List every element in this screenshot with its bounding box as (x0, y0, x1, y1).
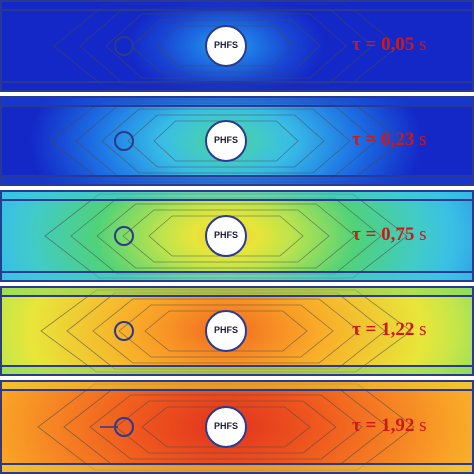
heater-circle (205, 310, 247, 352)
panel-border (0, 380, 474, 474)
tau-unit: s (419, 224, 427, 245)
tau-prefix: τ = (352, 224, 382, 245)
edge-band (0, 82, 474, 92)
field-map (0, 190, 474, 282)
phfs-label: PHFS (213, 135, 238, 145)
tau-value: 0,05 (381, 34, 415, 55)
edge-band (0, 464, 474, 474)
tau-unit: s (419, 319, 427, 340)
field-map (0, 96, 474, 186)
probe-circle (114, 226, 134, 246)
panel-tau-0-75: PHFS τ = 0,75 s (0, 190, 474, 282)
tau-value: 1,92 (381, 415, 415, 436)
panel-tau-0-05: PHFS τ = 0,05 s (0, 0, 474, 92)
contour-line (127, 114, 325, 168)
contour-line (122, 209, 330, 263)
panel-tau-1-92: PHFS τ = 1,92 s (0, 380, 474, 474)
phfs-label: PHFS (213, 40, 238, 50)
contour-line (148, 215, 304, 257)
probe-circle (114, 36, 134, 56)
tau-unit: s (419, 415, 427, 436)
edge-band (0, 380, 474, 390)
contour-line (157, 25, 295, 67)
contour-line (118, 304, 334, 358)
edge-band (0, 272, 474, 282)
heater-circle (205, 25, 247, 67)
tau-label: τ = 0,23 s (352, 129, 427, 151)
edge-band (0, 286, 474, 296)
tau-prefix: τ = (352, 34, 382, 55)
contour-line (105, 13, 347, 79)
tau-prefix: τ = (352, 415, 382, 436)
panel-border (0, 96, 474, 186)
tau-label: τ = 0,05 s (352, 34, 427, 56)
tau-value: 0,75 (381, 224, 415, 245)
field-map (0, 0, 474, 92)
contour-line (92, 298, 360, 364)
edge-band (0, 366, 474, 376)
contour-line (101, 108, 351, 174)
panel-tau-0-23: PHFS τ = 0,23 s (0, 96, 474, 186)
phfs-label: PHFS (213, 230, 238, 240)
panel-border (0, 286, 474, 376)
contour-line (96, 203, 356, 269)
contour-line (115, 400, 337, 454)
tau-label: τ = 1,92 s (352, 415, 427, 437)
panel-tau-1-22: PHFS τ = 1,22 s (0, 286, 474, 376)
panel-border (0, 0, 474, 92)
edge-band (0, 176, 474, 186)
tau-prefix: τ = (352, 319, 382, 340)
probe-circle (114, 131, 134, 151)
tau-unit: s (419, 129, 427, 150)
tau-label: τ = 1,22 s (352, 319, 427, 341)
field-map (0, 380, 474, 474)
phfs-label: PHFS (213, 421, 238, 431)
edge-band (0, 0, 474, 10)
tau-label: τ = 0,75 s (352, 224, 427, 246)
heater-circle (205, 406, 247, 448)
panel-border (0, 190, 474, 282)
heater-circle (205, 215, 247, 257)
tau-prefix: τ = (352, 129, 382, 150)
edge-band (0, 96, 474, 106)
tau-unit: s (419, 34, 427, 55)
phfs-label: PHFS (213, 325, 238, 335)
tau-value: 0,23 (381, 129, 415, 150)
probe-circle (114, 321, 134, 341)
contour-line (144, 310, 308, 352)
edge-band (0, 190, 474, 200)
contour-line (153, 120, 299, 162)
contour-line (141, 406, 311, 448)
tau-value: 1,22 (381, 319, 415, 340)
contour-line (131, 19, 321, 73)
field-map (0, 286, 474, 376)
heater-circle (205, 120, 247, 162)
contour-line (89, 394, 363, 460)
